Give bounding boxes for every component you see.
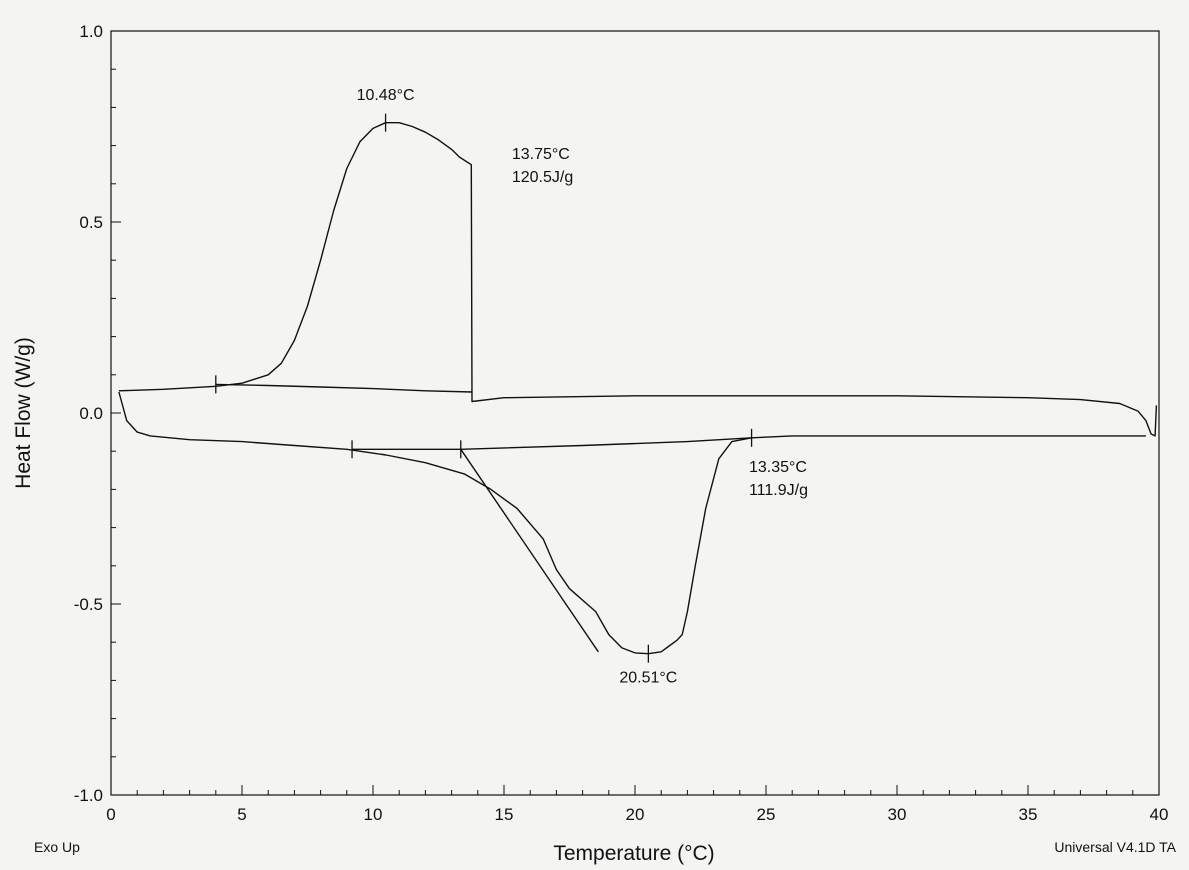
- x-tick-label: 15: [495, 805, 514, 824]
- annotation-label: 20.51°C: [619, 669, 677, 686]
- software-version-label: Universal V4.1D TA: [1054, 839, 1176, 855]
- annotation-layer: 10.48°C 13.75°C 120.5J/g 13.35°C 111.9J/g 20.…: [357, 87, 808, 687]
- x-axis: 0 5 10 15 20 25 30 35 40: [106, 785, 1168, 824]
- annotation-label: 13.35°C: [749, 459, 807, 476]
- y-tick-label: 0.5: [79, 213, 103, 232]
- series-line-1: [118, 122, 1158, 437]
- y-tick-label: 0.0: [79, 404, 103, 423]
- y-tick-label: 1.0: [79, 22, 103, 41]
- x-tick-label: 25: [757, 805, 776, 824]
- x-tick-label: 10: [364, 805, 383, 824]
- annotation-label: 10.48°C: [357, 87, 415, 104]
- y-axis-title: Heat Flow (W/g): [12, 337, 35, 489]
- series-line-4: [352, 437, 752, 450]
- marker-layer: [215, 113, 753, 663]
- x-tick-label: 5: [237, 805, 246, 824]
- x-tick-label: 0: [106, 805, 115, 824]
- x-axis-title: Temperature (°C): [553, 842, 714, 865]
- exo-up-label: Exo Up: [34, 839, 80, 855]
- y-axis: -1.0 -0.5 0.0 0.5 1.0: [74, 22, 121, 805]
- series-line-5: [460, 448, 599, 653]
- x-tick-label: 20: [626, 805, 645, 824]
- x-tick-label: 35: [1019, 805, 1038, 824]
- annotation-label: 13.75°C: [512, 146, 570, 163]
- annotation-label: 120.5J/g: [512, 169, 573, 186]
- x-tick-label: 40: [1150, 805, 1169, 824]
- series-line-3: [215, 383, 473, 393]
- series-layer: [118, 122, 1158, 655]
- y-tick-label: -0.5: [74, 595, 103, 614]
- annotation-label: 111.9J/g: [749, 482, 808, 499]
- x-tick-label: 30: [888, 805, 907, 824]
- series-line-2: [118, 391, 1146, 655]
- y-tick-label: -1.0: [74, 786, 103, 805]
